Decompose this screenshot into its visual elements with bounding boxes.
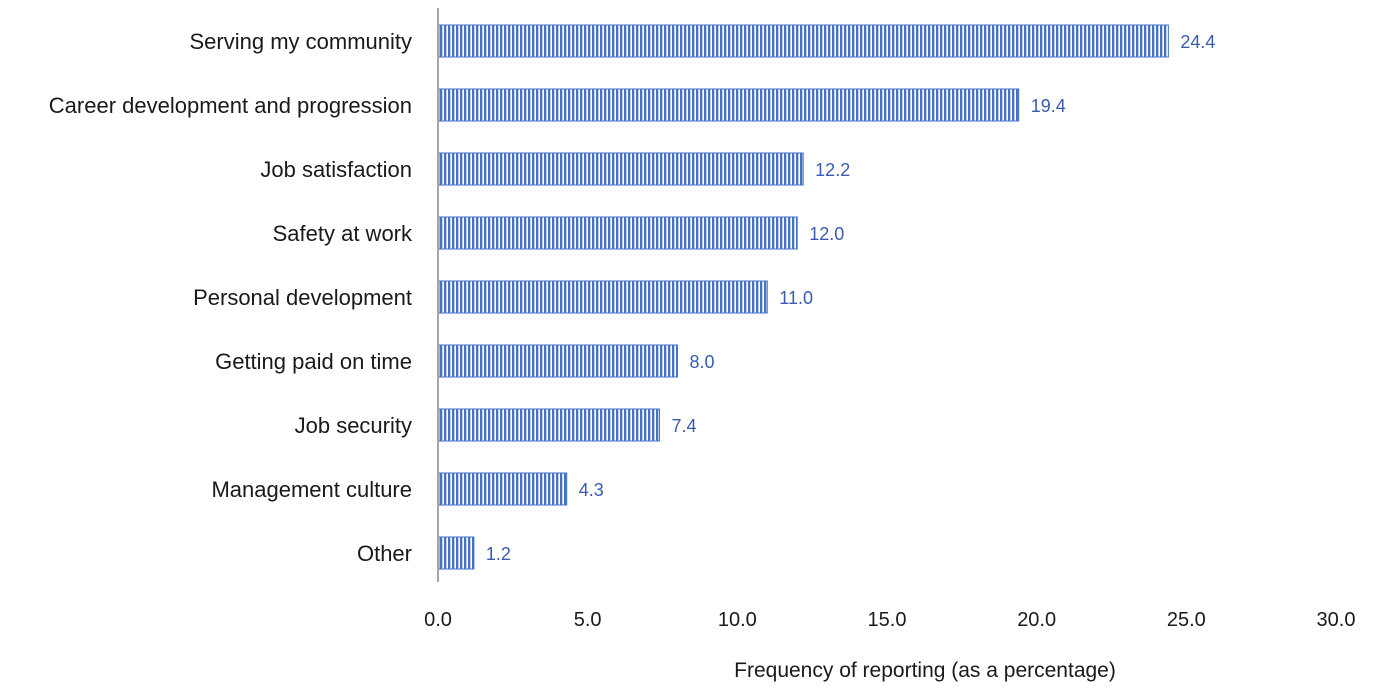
data-label: 11.0 — [779, 288, 813, 308]
data-label: 4.3 — [579, 480, 604, 500]
x-tick-label: 15.0 — [868, 609, 907, 631]
x-axis-ticks: 0.0 5.0 10.0 15.0 20.0 25.0 30.0 — [424, 609, 1355, 631]
category-label: Career development and progression — [49, 93, 412, 118]
category-label: Safety at work — [273, 221, 413, 246]
x-tick-label: 20.0 — [1017, 609, 1056, 631]
x-axis-title: Frequency of reporting (as a percentage) — [734, 659, 1116, 682]
category-label: Management culture — [211, 477, 412, 502]
bar — [438, 24, 1169, 58]
data-labels: 24.4 19.4 12.2 12.0 11.0 8.0 7.4 4.3 1.2 — [486, 32, 1216, 564]
bar — [438, 280, 768, 314]
bar — [438, 152, 804, 186]
data-label: 12.2 — [815, 160, 850, 180]
bar — [438, 408, 661, 442]
category-label: Personal development — [193, 285, 412, 310]
bar — [438, 88, 1020, 122]
category-labels: Serving my community Career development a… — [49, 29, 413, 566]
category-label: Job satisfaction — [260, 157, 412, 182]
category-label: Other — [357, 541, 412, 566]
x-tick-label: 10.0 — [718, 609, 757, 631]
bars-layer — [438, 24, 1169, 570]
bar — [438, 216, 798, 250]
bar — [438, 344, 678, 378]
bar — [438, 472, 568, 506]
data-label: 12.0 — [809, 224, 844, 244]
category-label: Serving my community — [189, 29, 412, 54]
x-tick-label: 30.0 — [1317, 609, 1356, 631]
bar — [438, 536, 475, 570]
x-tick-label: 5.0 — [574, 609, 602, 631]
x-tick-label: 0.0 — [424, 609, 452, 631]
data-label: 19.4 — [1031, 96, 1066, 116]
data-label: 8.0 — [689, 352, 714, 372]
category-label: Job security — [295, 413, 412, 438]
data-label: 1.2 — [486, 544, 511, 564]
x-tick-label: 25.0 — [1167, 609, 1206, 631]
data-label: 7.4 — [672, 416, 697, 436]
category-label: Getting paid on time — [215, 349, 412, 374]
data-label: 24.4 — [1180, 32, 1215, 52]
